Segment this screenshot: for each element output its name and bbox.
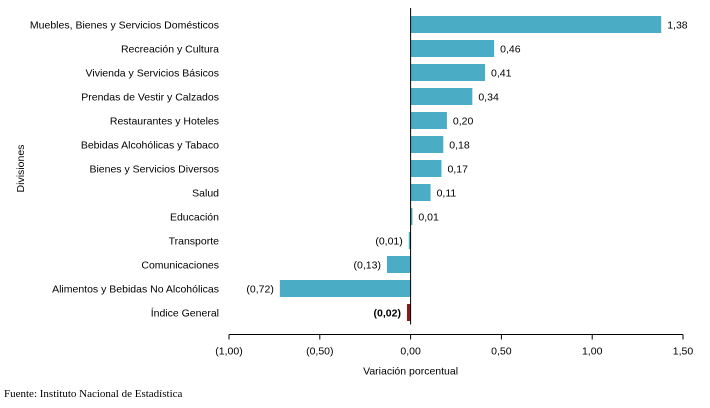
x-tick-label: (1,00) [215,346,242,358]
bar [410,136,444,153]
category-label: Transporte [169,236,220,248]
x-tick-label: 0,50 [491,346,512,358]
x-tick-label: 0,00 [400,346,421,358]
x-tick-label: (0,50) [306,346,333,358]
x-axis: (1,00) (0,50) 0,00 0,50 1,00 1,50 [215,334,694,358]
category-label: Bienes y Servicios Diversos [89,164,219,176]
category-label: Salud [192,188,219,200]
bar [410,64,486,81]
bar [410,88,473,105]
data-label: 0,01 [418,212,439,224]
bars-group [279,16,662,321]
category-label: Índice General [151,307,219,320]
x-tick-label: 1,50 [673,346,694,358]
data-label: (0,13) [354,260,381,272]
bar-chart: Muebles, Bienes y Servicios Domésticos Re… [15,8,694,378]
category-labels: Muebles, Bienes y Servicios Domésticos Re… [30,20,219,320]
data-label: 0,41 [491,68,512,80]
bar [386,256,411,273]
category-label: Vivienda y Servicios Básicos [86,68,219,80]
category-label: Alimentos y Bebidas No Alcohólicas [52,284,219,296]
data-label: 0,46 [500,44,521,56]
data-label: 0,11 [437,188,457,200]
x-axis-title: Variación porcentual [363,366,458,378]
bar [410,184,431,201]
data-label: (0,01) [375,236,402,248]
data-label: 1,38 [667,20,688,32]
category-label: Restaurantes y Hoteles [110,116,219,128]
data-label: 0,20 [453,116,474,128]
y-axis-title: Divisiones [15,145,27,193]
bar [279,280,411,297]
category-label: Recreación y Cultura [121,44,219,56]
bar [408,232,411,249]
data-label: 0,18 [449,140,470,152]
data-label: 0,17 [447,164,468,176]
bar [410,208,413,225]
data-label: (0,02) [374,308,401,320]
bar [410,112,447,129]
source-note: Fuente: Instituto Nacional de Estadístic… [4,388,183,400]
bar [410,160,442,177]
bar [410,40,495,57]
bar [410,16,662,33]
category-label: Prendas de Vestir y Calzados [81,92,219,104]
data-label: 0,34 [478,92,499,104]
value-labels: 1,38 0,46 0,41 0,34 0,20 0,18 0,17 0,11 0,01 (0,0… [246,20,687,320]
x-tick-label: 1,00 [582,346,603,358]
category-label: Educación [170,212,219,224]
category-label: Comunicaciones [141,260,219,272]
data-label: (0,72) [246,284,273,296]
category-label: Muebles, Bienes y Servicios Domésticos [30,20,219,32]
category-label: Bebidas Alcohólicas y Tabaco [81,140,219,152]
bar [406,304,411,321]
